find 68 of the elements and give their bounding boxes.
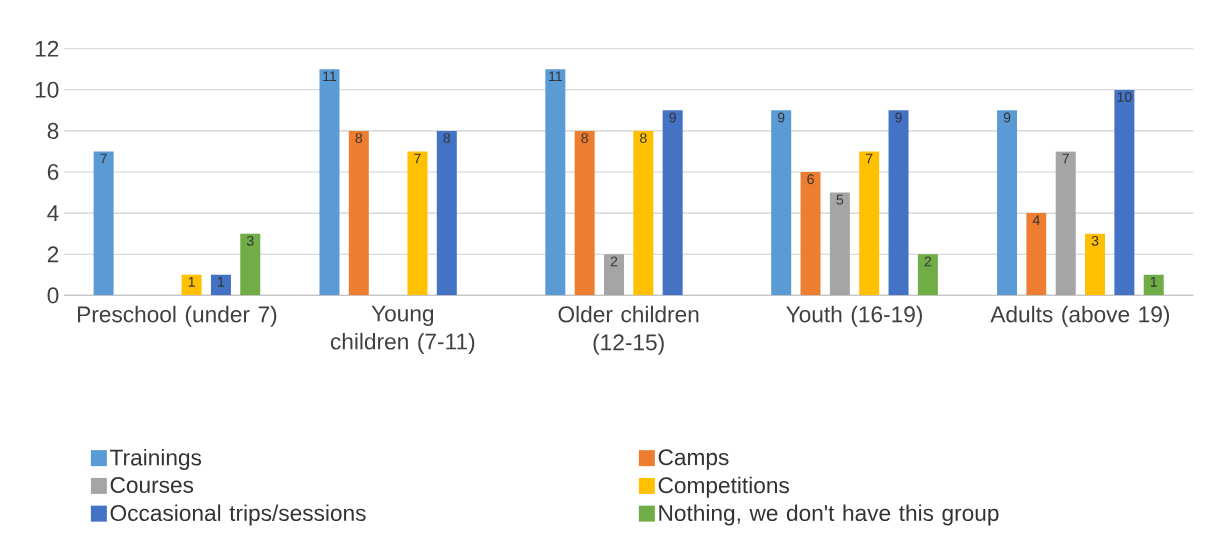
data-label: 8 <box>355 133 363 144</box>
data-label: 5 <box>836 194 844 205</box>
bar <box>181 274 202 296</box>
bar <box>319 69 340 296</box>
y-tick-label: 2 <box>47 246 59 263</box>
data-label: 3 <box>1091 235 1099 246</box>
x-tick-label: Youth (16-19) <box>786 305 922 327</box>
x-tick-label: Adults (above 19) <box>990 305 1170 327</box>
bar <box>829 192 850 296</box>
data-label: 1 <box>1150 277 1157 287</box>
bar <box>348 130 369 296</box>
data-label: 2 <box>610 256 618 267</box>
data-label: 9 <box>895 112 902 123</box>
data-label: 3 <box>246 235 254 246</box>
x-tick-label: Preschool (under 7) <box>78 305 277 327</box>
bar <box>93 151 114 296</box>
x-tick-label: Young children (7-11) <box>330 305 475 354</box>
y-tick-label: 4 <box>47 205 59 221</box>
data-label: 1 <box>188 277 195 287</box>
legend-label: Competitions <box>658 476 789 498</box>
bar <box>407 151 428 296</box>
bar <box>604 254 624 296</box>
bar <box>633 130 654 296</box>
data-label: 1 <box>218 277 225 287</box>
legend-label: Occasional trips/sessions <box>110 504 366 526</box>
bar <box>997 110 1018 296</box>
data-label: 10 <box>1117 92 1132 102</box>
data-label: 7 <box>414 153 421 164</box>
legend-label: Trainings <box>110 448 202 471</box>
data-label: 8 <box>581 133 588 144</box>
bar <box>1143 274 1164 296</box>
data-label: 2 <box>924 256 932 267</box>
legend-label: Camps <box>658 449 729 470</box>
bar <box>662 110 683 296</box>
data-label: 7 <box>866 153 873 164</box>
legend-label: Nothing, we don't have this group <box>659 504 999 526</box>
bar <box>436 130 457 296</box>
bar <box>800 171 821 296</box>
bar <box>1114 89 1135 296</box>
bar <box>240 233 261 296</box>
bar <box>1026 213 1047 296</box>
data-label: 8 <box>443 133 451 144</box>
x-tick-label: Older children (12-15) <box>558 305 699 355</box>
bar <box>545 69 566 296</box>
bar <box>1085 233 1106 296</box>
data-label: 11 <box>323 71 337 82</box>
data-label: 11 <box>549 71 562 82</box>
y-tick-label: 10 <box>35 81 59 98</box>
legend-label: Courses <box>110 476 194 494</box>
y-tick-label: 0 <box>47 287 59 304</box>
bar <box>210 274 231 296</box>
data-label: 8 <box>640 133 647 144</box>
y-tick-label: 6 <box>47 163 59 181</box>
bar <box>574 130 595 296</box>
bar <box>888 110 909 296</box>
data-label: 9 <box>669 112 676 123</box>
data-label: 7 <box>100 153 107 164</box>
data-label: 7 <box>1062 153 1069 164</box>
bar <box>859 151 880 296</box>
data-label: 9 <box>777 112 785 123</box>
data-label: 9 <box>1003 112 1011 123</box>
data-label: 6 <box>807 174 814 185</box>
data-label: 4 <box>1032 215 1040 225</box>
bar <box>917 254 938 296</box>
y-tick-label: 12 <box>35 40 59 57</box>
bar <box>771 110 792 296</box>
bar <box>1055 151 1076 296</box>
y-tick-label: 8 <box>47 122 59 139</box>
